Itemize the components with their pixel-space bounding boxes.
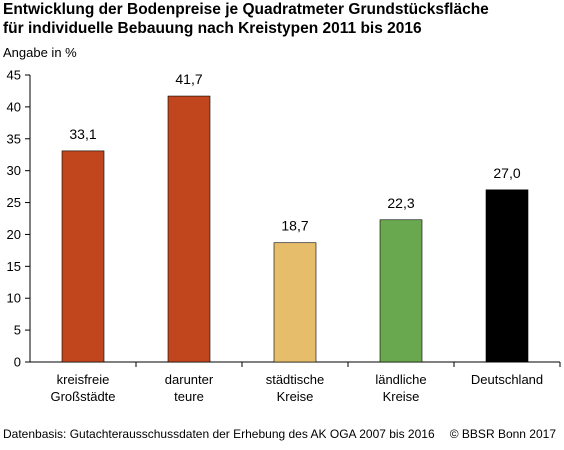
y-tick-label: 30	[7, 163, 21, 178]
x-tick-label: teure	[174, 389, 204, 404]
footer-source: Datenbasis: Gutachterausschussdaten der …	[3, 427, 435, 441]
chart-title-line-1: Entwicklung der Bodenpreise je Quadratme…	[3, 1, 489, 18]
footer-copyright: © BBSR Bonn 2017	[449, 427, 556, 441]
x-tick-label: städtische	[266, 372, 325, 387]
data-label: 22,3	[387, 195, 414, 211]
y-tick-label: 10	[7, 291, 21, 306]
data-label: 27,0	[493, 165, 520, 181]
data-label: 41,7	[175, 71, 202, 87]
bar	[167, 95, 211, 363]
chart-title-line-2: für individuelle Bebauung nach Kreistype…	[3, 20, 422, 37]
y-tick-label: 45	[7, 68, 21, 83]
x-tick-label: kreisfreie	[57, 372, 110, 387]
x-tick-label: Deutschland	[471, 372, 543, 387]
bar	[61, 150, 105, 363]
x-tick-label: ländliche	[375, 372, 426, 387]
x-tick-label: Kreise	[277, 389, 314, 404]
y-tick-label: 20	[7, 227, 21, 242]
y-tick-label: 35	[7, 131, 21, 146]
x-tick-label: darunter	[165, 372, 214, 387]
y-tick-label: 5	[14, 323, 21, 338]
data-label: 33,1	[69, 126, 96, 142]
x-tick-label: Großstädte	[50, 389, 115, 404]
y-axis-label: Angabe in %	[3, 45, 77, 60]
y-tick-label: 0	[14, 355, 21, 370]
bar	[273, 242, 317, 363]
y-tick-label: 15	[7, 259, 21, 274]
x-tick-label: Kreise	[383, 389, 420, 404]
chart-title: Entwicklung der Bodenpreise je Quadratme…	[3, 0, 563, 38]
y-tick-label: 40	[7, 99, 21, 114]
bar	[485, 189, 529, 363]
y-tick-label: 25	[7, 195, 21, 210]
data-label: 18,7	[281, 218, 308, 234]
bar	[379, 219, 423, 363]
